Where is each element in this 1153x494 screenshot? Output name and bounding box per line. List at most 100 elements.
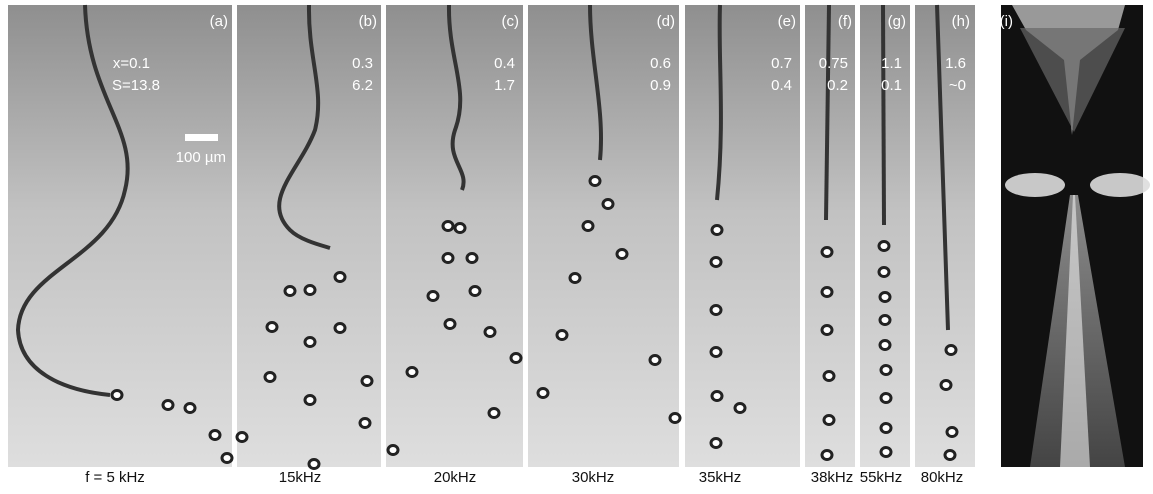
- droplet: [603, 200, 613, 209]
- droplet: [557, 331, 567, 340]
- droplet: [711, 439, 721, 448]
- droplet: [285, 287, 295, 296]
- droplet: [879, 268, 889, 277]
- x-value: 0.3: [352, 55, 373, 72]
- droplet: [824, 416, 834, 425]
- droplet: [467, 254, 477, 263]
- x-value: 0.6: [650, 55, 671, 72]
- droplet: [947, 428, 957, 437]
- droplet: [489, 409, 499, 418]
- s-value: 1.7: [494, 77, 515, 94]
- droplet: [711, 348, 721, 357]
- x-value: 1.1: [881, 55, 902, 72]
- droplet: [941, 381, 951, 390]
- s-value: 0.9: [650, 77, 671, 94]
- panel-label: (e): [778, 13, 796, 30]
- droplet: [210, 431, 220, 440]
- panel-label: (h): [952, 13, 970, 30]
- s-value: ~0: [949, 77, 966, 94]
- x-value: 0.75: [819, 55, 848, 72]
- frequency-label: 20kHz: [434, 469, 477, 486]
- panel-label: (d): [657, 13, 675, 30]
- s-value: 0.4: [771, 77, 792, 94]
- x-value: 0.7: [771, 55, 792, 72]
- droplet: [881, 448, 891, 457]
- droplet: [824, 372, 834, 381]
- droplet: [443, 254, 453, 263]
- droplet: [880, 293, 890, 302]
- droplet: [822, 451, 832, 460]
- droplet: [485, 328, 495, 337]
- droplet: [305, 338, 315, 347]
- droplet: [335, 273, 345, 282]
- jet: [883, 5, 884, 225]
- panel-label: (g): [888, 13, 906, 30]
- droplet: [590, 177, 600, 186]
- droplet: [617, 250, 627, 259]
- droplet: [711, 258, 721, 267]
- scale-bar-label: 100 µm: [176, 149, 226, 166]
- droplet: [443, 222, 453, 231]
- droplet: [538, 389, 548, 398]
- droplet: [265, 373, 275, 382]
- droplet: [362, 377, 372, 386]
- frequency-label: 55kHz: [860, 469, 903, 486]
- droplet: [879, 242, 889, 251]
- s-value: 0.2: [827, 77, 848, 94]
- panel-image: [528, 5, 679, 467]
- panel-label: (b): [359, 13, 377, 30]
- droplet: [222, 454, 232, 463]
- droplet: [735, 404, 745, 413]
- droplet: [822, 248, 832, 257]
- droplet: [163, 401, 173, 410]
- figure: (a) x=0.1 S=13.8 f = 5 kHz 100 µm (b) 0.3 6.2 15…: [0, 0, 1153, 489]
- panel-image: [386, 5, 523, 467]
- droplet: [388, 446, 398, 455]
- droplet: [881, 366, 891, 375]
- droplet: [570, 274, 580, 283]
- droplet: [822, 288, 832, 297]
- s-value: S=13.8: [112, 77, 160, 94]
- droplet: [428, 292, 438, 301]
- panel-label: (c): [502, 13, 520, 30]
- x-value: x=0.1: [113, 55, 150, 72]
- frequency-label: f = 5 kHz: [85, 469, 145, 486]
- droplet: [455, 224, 465, 233]
- droplet: [670, 414, 680, 423]
- droplet: [945, 451, 955, 460]
- droplet: [305, 286, 315, 295]
- droplet: [711, 306, 721, 315]
- panel-label: (f): [838, 13, 852, 30]
- panel-label: (a): [210, 13, 228, 30]
- droplet: [583, 222, 593, 231]
- droplet: [881, 394, 891, 403]
- panels: [8, 5, 975, 469]
- droplet: [185, 404, 195, 413]
- droplet: [712, 392, 722, 401]
- frequency-label: 15kHz: [279, 469, 322, 486]
- droplet: [881, 424, 891, 433]
- droplet: [267, 323, 277, 332]
- x-value: 1.6: [945, 55, 966, 72]
- droplet: [309, 460, 319, 469]
- droplet: [470, 287, 480, 296]
- droplet: [880, 316, 890, 325]
- page: {"panels": [ {"label": "(a)", "x": "x=0.…: [0, 0, 1153, 494]
- frequency-label: 35kHz: [699, 469, 742, 486]
- s-value: 6.2: [352, 77, 373, 94]
- frequency-label: 30kHz: [572, 469, 615, 486]
- droplet: [712, 226, 722, 235]
- droplet: [946, 346, 956, 355]
- panel-label: (i): [1000, 13, 1013, 30]
- droplet: [407, 368, 417, 377]
- frequency-label: 38kHz: [811, 469, 854, 486]
- droplet: [237, 433, 247, 442]
- droplet: [112, 391, 122, 400]
- panel-i-image: [1001, 5, 1150, 467]
- panel-image: [685, 5, 800, 467]
- frequency-label: 80kHz: [921, 469, 964, 486]
- droplet: [880, 341, 890, 350]
- x-value: 0.4: [494, 55, 515, 72]
- droplet: [445, 320, 455, 329]
- scale-bar: [185, 134, 218, 141]
